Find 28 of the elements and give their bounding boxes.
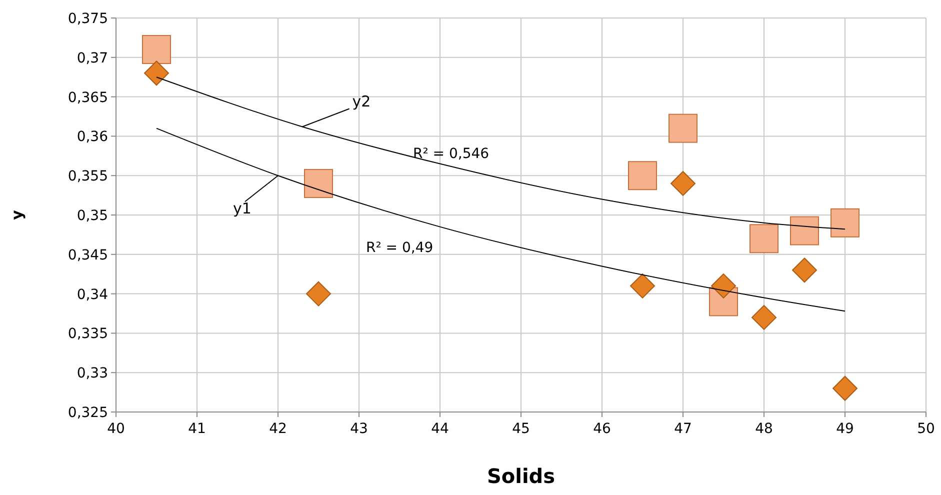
y-tick-label: 0,345 (68, 247, 108, 264)
y-tick-label: 0,33 (76, 366, 108, 382)
y-tick-label: 0,335 (68, 326, 108, 342)
annotation: R² = 0,546 (413, 146, 490, 162)
y-tick-label: 0,325 (68, 405, 108, 421)
x-tick-label: 43 (350, 421, 368, 437)
y-tick-label: 0,35 (76, 208, 108, 224)
x-tick-label: 47 (674, 421, 692, 437)
x-tick-label: 40 (107, 421, 125, 437)
y-tick-label: 0,375 (68, 11, 108, 27)
legend-label: y1 (233, 200, 252, 218)
x-tick-label: 45 (512, 421, 530, 437)
x-tick-label: 41 (188, 421, 206, 437)
y-axis-title: y (8, 210, 26, 220)
y-tick-label: 0,365 (68, 90, 108, 106)
x-tick-label: 50 (917, 421, 935, 437)
x-tick-label: 44 (431, 421, 449, 437)
x-tick-label: 42 (269, 421, 287, 437)
x-tick-label: 46 (593, 421, 611, 437)
y-tick-label: 0,37 (76, 50, 108, 66)
y-tick-label: 0,36 (76, 129, 108, 146)
series-label: y2 (352, 92, 371, 111)
x-tick-label: 48 (755, 421, 773, 437)
y-tick-label: 0,34 (76, 286, 108, 303)
x-axis-title: Solids (486, 464, 556, 488)
annotation: R² = 0,49 (366, 240, 434, 256)
x-tick-label: 49 (836, 421, 854, 437)
y-tick-label: 0,355 (68, 168, 108, 185)
